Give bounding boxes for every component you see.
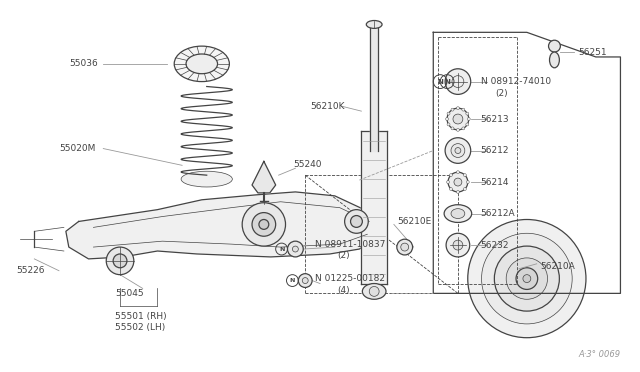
Text: 55036: 55036: [69, 60, 97, 68]
Text: 56251: 56251: [578, 48, 607, 57]
Circle shape: [252, 212, 276, 236]
Circle shape: [453, 240, 463, 250]
Ellipse shape: [174, 46, 229, 81]
Circle shape: [449, 174, 452, 177]
Polygon shape: [362, 131, 387, 283]
Text: 55502 (LH): 55502 (LH): [115, 323, 165, 332]
Text: 56212A: 56212A: [481, 209, 515, 218]
Text: 56210E: 56210E: [397, 217, 431, 226]
Ellipse shape: [366, 20, 382, 28]
Circle shape: [298, 274, 312, 288]
Circle shape: [451, 144, 465, 157]
Text: 56210A: 56210A: [541, 262, 575, 271]
Circle shape: [548, 40, 561, 52]
Text: 55045: 55045: [115, 289, 144, 298]
Circle shape: [445, 118, 449, 121]
Circle shape: [466, 112, 468, 115]
Circle shape: [463, 187, 467, 190]
Circle shape: [466, 123, 468, 126]
Circle shape: [449, 187, 452, 190]
Circle shape: [456, 190, 460, 193]
Circle shape: [445, 69, 470, 94]
Circle shape: [462, 127, 465, 130]
Circle shape: [446, 233, 470, 257]
Circle shape: [467, 180, 469, 183]
Circle shape: [456, 171, 460, 174]
Circle shape: [445, 138, 470, 163]
Polygon shape: [252, 161, 276, 193]
Text: 55240: 55240: [293, 160, 322, 169]
Circle shape: [456, 128, 460, 131]
Text: (2): (2): [495, 89, 508, 98]
Circle shape: [468, 219, 586, 338]
Circle shape: [302, 278, 308, 283]
Circle shape: [447, 112, 450, 115]
Circle shape: [462, 108, 465, 111]
Text: N 08912-74010: N 08912-74010: [481, 77, 550, 86]
Circle shape: [344, 210, 368, 233]
Circle shape: [467, 118, 470, 121]
Text: N 08911-10837: N 08911-10837: [315, 240, 385, 248]
Circle shape: [506, 258, 548, 299]
Ellipse shape: [186, 54, 218, 74]
Circle shape: [463, 174, 467, 177]
Circle shape: [397, 239, 413, 255]
Text: 56214: 56214: [481, 177, 509, 187]
Text: 56212: 56212: [481, 146, 509, 155]
Text: 55501 (RH): 55501 (RH): [115, 311, 167, 321]
Circle shape: [401, 243, 409, 251]
Circle shape: [454, 178, 462, 186]
Text: N: N: [290, 278, 295, 283]
Text: 56213: 56213: [481, 115, 509, 124]
Polygon shape: [370, 25, 378, 151]
Circle shape: [448, 172, 468, 192]
Text: 56232: 56232: [481, 241, 509, 250]
Text: 56210K: 56210K: [310, 102, 345, 111]
Circle shape: [447, 108, 468, 130]
Text: N: N: [437, 78, 443, 84]
Circle shape: [287, 241, 303, 257]
Circle shape: [451, 127, 454, 130]
Circle shape: [481, 233, 572, 324]
Circle shape: [447, 180, 449, 183]
Circle shape: [292, 246, 298, 252]
Ellipse shape: [444, 205, 472, 222]
Circle shape: [113, 254, 127, 268]
Text: N: N: [279, 247, 284, 251]
Circle shape: [351, 215, 362, 227]
Circle shape: [456, 107, 460, 110]
Ellipse shape: [550, 52, 559, 68]
Text: (2): (2): [338, 251, 350, 260]
Circle shape: [259, 219, 269, 230]
Ellipse shape: [451, 209, 465, 218]
Circle shape: [455, 148, 461, 154]
Text: A·3° 0069: A·3° 0069: [579, 350, 620, 359]
Circle shape: [451, 108, 454, 111]
Text: N 01225-00182: N 01225-00182: [315, 274, 385, 283]
Circle shape: [523, 275, 531, 283]
Text: (4): (4): [338, 286, 350, 295]
Polygon shape: [66, 192, 379, 259]
Circle shape: [242, 203, 285, 246]
Circle shape: [453, 114, 463, 124]
Circle shape: [447, 123, 450, 126]
Circle shape: [106, 247, 134, 275]
Text: 55226: 55226: [17, 266, 45, 275]
Text: N: N: [444, 78, 450, 84]
Text: 55020M: 55020M: [59, 144, 95, 153]
Circle shape: [494, 246, 559, 311]
Ellipse shape: [362, 283, 386, 299]
Circle shape: [369, 286, 379, 296]
Circle shape: [516, 268, 538, 289]
Ellipse shape: [181, 171, 232, 187]
